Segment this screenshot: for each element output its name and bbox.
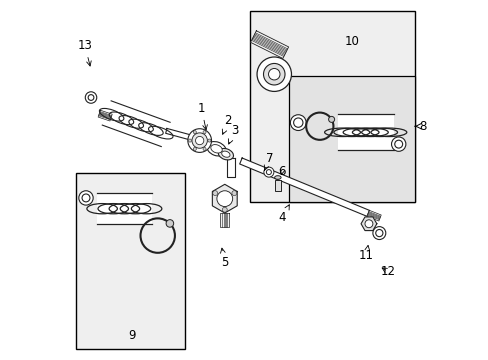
Bar	[249, 12, 414, 202]
Circle shape	[328, 116, 334, 122]
Circle shape	[166, 220, 173, 227]
Circle shape	[193, 147, 196, 150]
Polygon shape	[366, 210, 381, 221]
Circle shape	[391, 137, 405, 151]
Polygon shape	[250, 31, 288, 58]
Circle shape	[290, 115, 305, 131]
Polygon shape	[96, 193, 152, 224]
Circle shape	[222, 207, 227, 212]
Polygon shape	[337, 114, 393, 150]
Text: 8: 8	[419, 120, 426, 133]
Ellipse shape	[218, 148, 233, 160]
Circle shape	[192, 133, 207, 148]
Text: 7: 7	[264, 152, 273, 170]
Circle shape	[188, 139, 191, 142]
Bar	[289, 76, 414, 202]
Circle shape	[264, 167, 273, 177]
Polygon shape	[360, 217, 376, 231]
Ellipse shape	[206, 141, 225, 156]
Bar	[76, 173, 185, 348]
Circle shape	[268, 68, 280, 80]
Circle shape	[195, 136, 203, 145]
Polygon shape	[212, 184, 237, 213]
Text: 3: 3	[228, 124, 238, 144]
Text: 12: 12	[380, 265, 395, 278]
Polygon shape	[226, 158, 234, 177]
Circle shape	[257, 57, 291, 91]
Circle shape	[88, 95, 94, 100]
Polygon shape	[239, 158, 369, 216]
Ellipse shape	[210, 145, 222, 153]
Circle shape	[231, 191, 236, 195]
Circle shape	[394, 140, 402, 148]
Polygon shape	[220, 213, 228, 226]
Text: 1: 1	[197, 102, 207, 130]
Circle shape	[263, 63, 285, 85]
Ellipse shape	[221, 151, 229, 157]
Polygon shape	[102, 101, 170, 147]
Text: 2: 2	[222, 114, 232, 134]
Circle shape	[203, 131, 205, 134]
Text: 13: 13	[77, 39, 92, 66]
Circle shape	[375, 229, 382, 237]
Circle shape	[212, 191, 217, 195]
Circle shape	[293, 118, 303, 127]
Circle shape	[187, 129, 211, 152]
Ellipse shape	[274, 176, 281, 179]
Text: 11: 11	[358, 246, 373, 262]
Circle shape	[82, 194, 90, 202]
Circle shape	[79, 191, 93, 205]
Bar	[274, 180, 280, 191]
Circle shape	[266, 170, 271, 175]
Circle shape	[193, 131, 196, 134]
Circle shape	[217, 191, 232, 207]
Circle shape	[207, 139, 210, 142]
Polygon shape	[98, 110, 112, 121]
Circle shape	[203, 147, 205, 150]
Circle shape	[85, 92, 97, 103]
Polygon shape	[165, 129, 192, 140]
Text: 9: 9	[127, 329, 135, 342]
Text: 5: 5	[220, 248, 228, 269]
Circle shape	[364, 220, 372, 228]
Text: 10: 10	[344, 35, 359, 49]
Text: 4: 4	[278, 205, 289, 224]
Circle shape	[372, 226, 385, 239]
Text: 6: 6	[278, 165, 285, 177]
